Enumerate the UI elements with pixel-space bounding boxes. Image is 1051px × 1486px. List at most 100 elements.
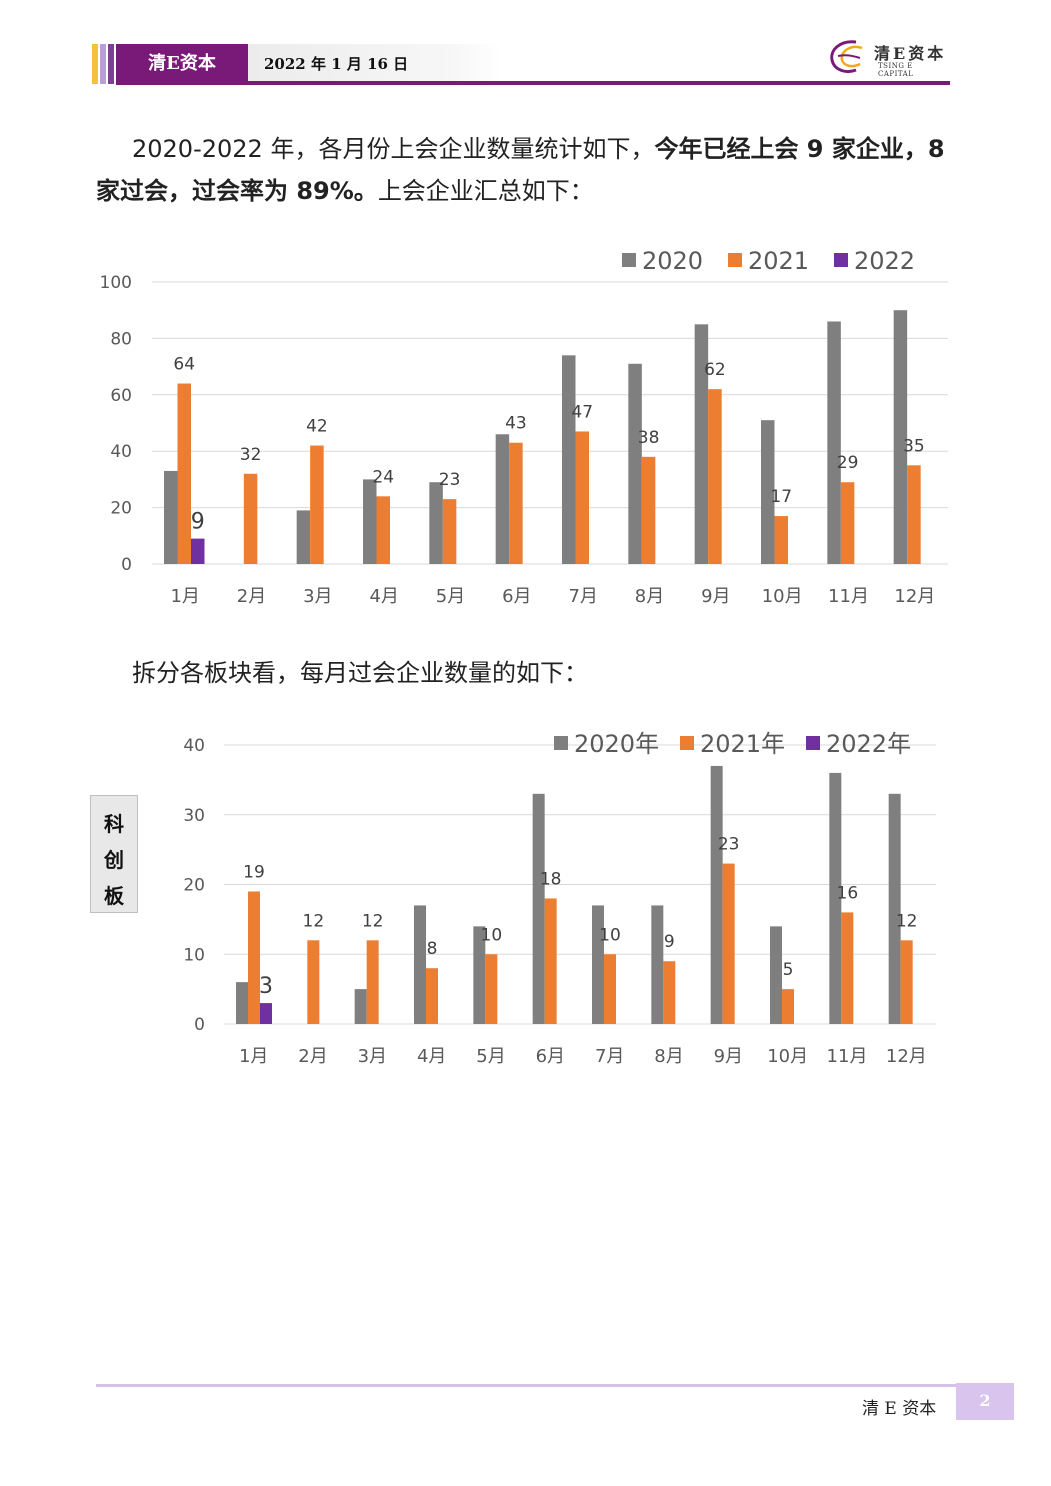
bar-2020 [827, 321, 841, 564]
bar-2020年 [651, 905, 664, 1024]
bar-2021年 [663, 961, 676, 1024]
bar-2020年 [414, 905, 426, 1024]
x-category-label: 10月 [762, 586, 803, 607]
bar-2021年 [485, 954, 498, 1024]
bar-2020年 [888, 793, 901, 1024]
bar-2020年 [354, 989, 367, 1024]
bar-2021年 [307, 940, 320, 1024]
data-label: 10 [599, 925, 621, 945]
header-accent-purple [108, 44, 114, 84]
x-category-label: 9月 [714, 1046, 743, 1067]
bar-2020年 [592, 905, 604, 1024]
legend-swatch [834, 253, 848, 267]
y-tick-label: 80 [110, 329, 132, 349]
legend-swatch [554, 736, 568, 750]
side-label-char-1: 科 [104, 812, 124, 836]
data-label: 29 [837, 453, 859, 473]
page-number: 2 [956, 1383, 1014, 1420]
data-label: 18 [540, 869, 562, 889]
data-label: 8 [427, 939, 438, 959]
x-category-label: 1月 [170, 586, 199, 607]
legend-label: 2021 [748, 247, 809, 275]
bar-2021 [907, 465, 921, 564]
data-label: 24 [372, 467, 394, 487]
bar-2020年 [770, 926, 782, 1024]
data-label: 9 [664, 932, 675, 952]
bar-2021年 [900, 940, 913, 1024]
data-label: 5 [783, 960, 794, 980]
x-category-label: 2月 [237, 586, 266, 607]
bar-2021 [509, 442, 523, 564]
y-tick-label: 60 [110, 386, 132, 406]
bar-2022年 [260, 1003, 272, 1024]
bar-2021 [575, 431, 589, 564]
logo-text-en: TSING E CAPITAL [878, 62, 914, 78]
bar-2020 [363, 479, 377, 564]
y-tick-label: 0 [194, 1015, 205, 1035]
data-label: 42 [306, 417, 328, 437]
data-label: 32 [240, 445, 262, 465]
x-category-label: 9月 [701, 586, 730, 607]
bar-2020 [628, 363, 642, 564]
legend-label: 2022 [854, 247, 915, 275]
side-label-char-3: 板 [104, 884, 124, 908]
y-tick-label: 10 [183, 945, 205, 965]
x-category-label: 3月 [358, 1046, 387, 1067]
header-date: 2022 年 1 月 16 日 [248, 44, 502, 84]
bar-2021 [442, 499, 457, 564]
bar-2021年 [604, 954, 616, 1024]
data-label: 10 [481, 925, 503, 945]
x-category-label: 6月 [536, 1046, 565, 1067]
legend-swatch [680, 736, 694, 750]
legend-swatch [806, 736, 820, 750]
data-label: 12 [896, 911, 918, 931]
bar-2020 [893, 310, 908, 564]
data-label: 12 [303, 911, 325, 931]
bar-2020年 [236, 982, 248, 1024]
data-label: 43 [505, 414, 527, 434]
x-category-label: 10月 [767, 1046, 808, 1067]
data-label: 3 [259, 974, 273, 999]
data-label: 64 [173, 355, 195, 375]
bar-2020 [429, 482, 443, 564]
data-label: 47 [571, 402, 593, 422]
y-tick-label: 20 [183, 876, 205, 896]
legend-label: 2021年 [700, 730, 785, 758]
x-category-label: 7月 [595, 1046, 624, 1067]
bar-2020年 [829, 772, 842, 1024]
bar-2020年 [532, 793, 545, 1024]
bar-2020 [495, 434, 510, 564]
intro-text-bold: 今年已经上会 9 家企业，8 家过会，过会率为 89%。 [96, 135, 945, 205]
footer-rule [96, 1384, 956, 1387]
board-split-paragraph: 拆分各板块看，每月过会企业数量的如下： [132, 659, 588, 687]
bar-2021年 [782, 989, 794, 1024]
y-tick-label: 0 [121, 555, 132, 575]
y-tick-label: 30 [183, 806, 205, 826]
bar-2021年 [426, 968, 438, 1024]
bar-2021年 [544, 898, 557, 1024]
bar-2021 [376, 496, 390, 564]
bar-2021 [708, 389, 722, 564]
x-category-label: 11月 [828, 586, 869, 607]
bar-2021年 [722, 863, 735, 1024]
x-category-label: 4月 [417, 1046, 446, 1067]
header-accent-lavender [100, 44, 106, 84]
bar-2021年 [248, 891, 260, 1024]
x-category-label: 12月 [894, 586, 935, 607]
bar-2020 [164, 470, 178, 564]
legend-swatch [622, 253, 636, 267]
header-date-text: 2022 年 1 月 16 日 [264, 55, 409, 73]
bar-2021 [243, 473, 258, 564]
logo-swirl-icon [830, 40, 863, 74]
data-label: 38 [638, 428, 660, 448]
bar-2020年 [710, 765, 723, 1024]
bar-2021 [310, 445, 324, 564]
y-tick-label: 100 [100, 273, 132, 293]
page-header: 清E资本 2022 年 1 月 16 日 [92, 44, 950, 86]
bar-2020 [761, 420, 775, 564]
side-label-char-2: 创 [104, 848, 124, 872]
x-category-label: 6月 [502, 586, 531, 607]
bar-2020 [562, 355, 576, 564]
